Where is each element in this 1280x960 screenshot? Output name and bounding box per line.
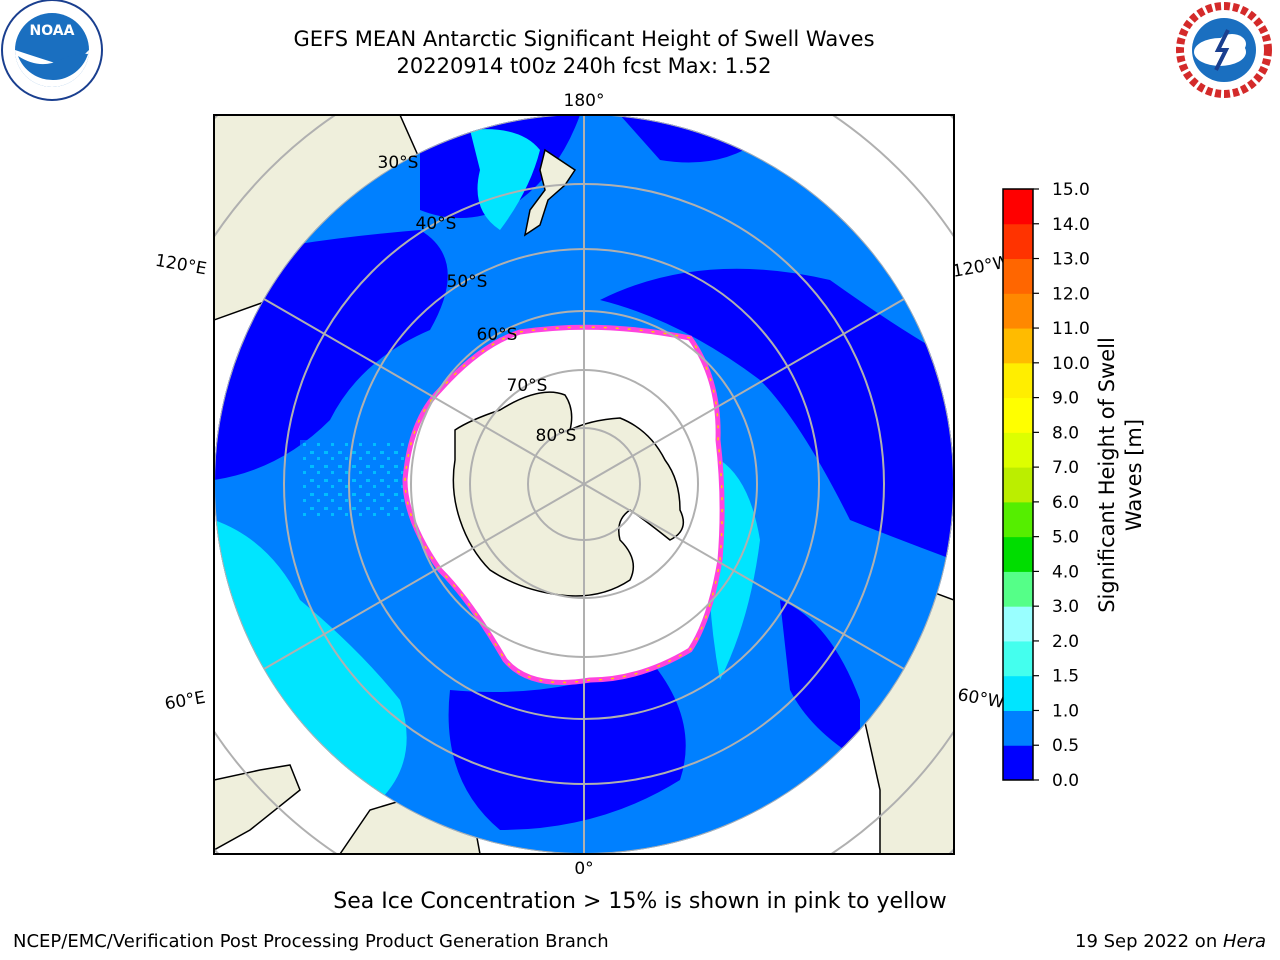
colorbar-swatch [1003,293,1033,329]
colorbar-tick-label: 1.5 [1052,667,1079,687]
chart-title: GEFS MEAN Antarctic Significant Height o… [293,27,875,51]
colorbar-swatch [1003,432,1033,468]
lon-label-120e: 120°E [154,251,208,280]
lat-label: 50°S [447,272,488,292]
colorbar-label-line2: Waves [m] [1122,419,1146,531]
colorbar-swatch [1003,467,1033,503]
colorbar-swatch [1003,258,1033,294]
swell-low-region [780,600,860,760]
colorbar-swatch [1003,223,1033,260]
run-host: Hera [1222,931,1266,952]
colorbar-label-line1: Significant Height of Swell [1095,337,1119,613]
noaa-logo-text: NOAA [30,23,75,39]
colorbar-tick-label: 9.0 [1052,389,1079,409]
graticule [214,115,954,854]
colorbar-swatch [1003,640,1033,677]
colorbar-tick-label: 15.0 [1052,180,1090,200]
colorbar-swatch [1003,328,1033,364]
colorbar-tick-label: 8.0 [1052,423,1079,443]
sea-ice-edge-yellow [404,326,723,684]
noaa-logo: NOAA [1,0,103,101]
swell-low-region [448,660,686,830]
lon-label-0: 0° [574,859,593,879]
swell-mid-region [214,520,407,800]
colorbar-swatch [1003,362,1033,399]
colorbar-tick-label: 0.0 [1052,771,1079,791]
madagascar-land [214,764,301,851]
nws-logo [1176,2,1272,98]
lon-label-60e: 60°E [163,688,207,715]
colorbar-swatch [1003,606,1033,642]
run-date: 19 Sep 2022 on [1075,931,1223,952]
lat-label: 60°S [477,325,518,345]
lat-label: 40°S [416,214,457,234]
lat-label: 80°S [536,426,577,446]
swell-low-region [620,115,760,163]
sea-ice-note: Sea Ice Concentration > 15% is shown in … [333,889,947,914]
colorbar-swatch [1003,710,1033,746]
lat-label: 30°S [378,153,419,173]
map-panel: 180° 0° 120°E 120°W 60°E 60°W 30°S 40°S … [154,91,1012,879]
colorbar-tick-label: 2.0 [1052,632,1079,652]
colorbar-swatch [1003,571,1033,607]
swell-low-region [600,268,954,560]
swell-mid-region [470,129,540,230]
swell-low-region [214,230,448,480]
colorbar-swatch [1003,189,1033,225]
colorbar-tick-label: 3.0 [1052,597,1079,617]
colorbar-tick-label: 14.0 [1052,215,1090,235]
colorbar-swatch [1003,745,1033,781]
colorbar-tick-label: 6.0 [1052,493,1079,513]
run-info: 19 Sep 2022 on Hera [1075,931,1266,952]
colorbar-tick-label: 10.0 [1052,354,1090,374]
map-frame [213,114,955,855]
producer-credit: NCEP/EMC/Verification Post Processing Pr… [13,931,609,952]
colorbar-tick-label: 13.0 [1052,250,1090,270]
chart-subtitle: 20220914 t00z 240h fcst Max: 1.52 [396,54,772,78]
colorbar-tick-label: 1.0 [1052,701,1079,721]
colorbar-tick-label: 7.0 [1052,458,1079,478]
colorbar-tick-label: 4.0 [1052,562,1079,582]
colorbar-swatch [1003,536,1033,572]
lon-label-180: 180° [564,91,605,111]
colorbar-swatch [1003,501,1033,538]
colorbar-tick-label: 5.0 [1052,528,1079,548]
lat-label: 70°S [507,376,548,396]
colorbar-swatch [1003,397,1033,433]
colorbar-tick-label: 0.5 [1052,736,1079,756]
swell-speckle [300,440,420,520]
colorbar-tick-label: 12.0 [1052,284,1090,304]
colorbar-swatch [1003,675,1033,711]
colorbar-tick-label: 11.0 [1052,319,1090,339]
colorbar: 0.0 0.5 1.0 1.5 2.0 3.0 4.0 5.0 6.0 7.0 8.0 9.0 10.0… [1002,180,1146,791]
new-zealand-land [523,148,577,237]
